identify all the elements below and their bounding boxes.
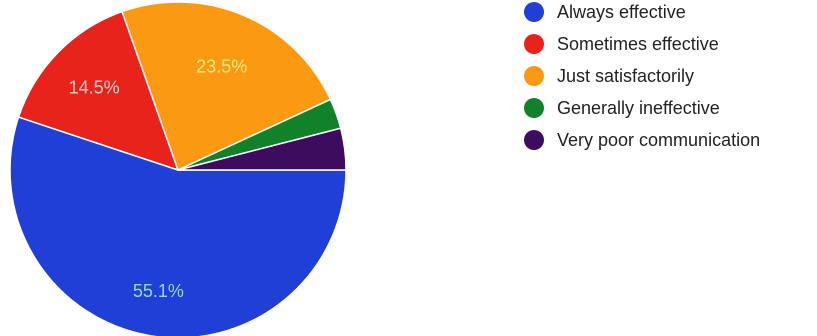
- pie-slice-sometimes-effective[interactable]: [17, 10, 180, 172]
- legend-label-just-satisfactorily: Just satisfactorily: [557, 66, 695, 86]
- pie-labels: 55.1% 14.5% 23.5%: [69, 56, 248, 301]
- legend-label-sometimes-effective: Sometimes effective: [557, 34, 719, 54]
- legend-label-always-effective: Always effective: [557, 2, 686, 22]
- legend-swatch-sometimes-effective: [524, 34, 544, 54]
- legend-swatch-generally-ineffective: [524, 98, 544, 118]
- legend-swatch-always-effective: [524, 2, 544, 22]
- legend-swatch-just-satisfactorily: [524, 66, 544, 86]
- legend-label-very-poor-communication: Very poor communication: [557, 130, 761, 150]
- pie-label-just-satisfactorily: 23.5%: [196, 56, 247, 76]
- pie-slice-just-satisfactorily[interactable]: [121, 1, 332, 172]
- legend-swatch-very-poor-communication: [524, 130, 544, 150]
- legend-label-generally-ineffective: Generally ineffective: [557, 98, 720, 118]
- pie-slices: [9, 1, 347, 336]
- pie-slice-very-poor-communication[interactable]: [177, 127, 347, 171]
- pie-label-sometimes-effective: 14.5%: [69, 78, 120, 98]
- pie-label-always-effective: 55.1%: [133, 281, 184, 301]
